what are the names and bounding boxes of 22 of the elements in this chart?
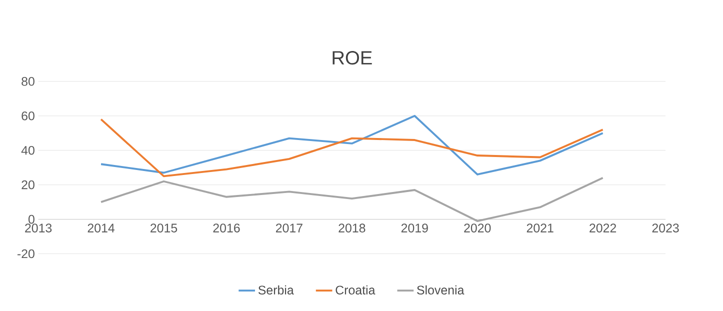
x-tick-label: 2023 [652, 224, 679, 232]
x-tick-label: 2015 [150, 224, 178, 232]
y-tick-label: -20 [17, 249, 34, 258]
y-tick-label: 40 [21, 146, 34, 155]
x-tick-label: 2013 [25, 224, 52, 232]
x-tick-label: 2017 [276, 224, 302, 232]
x-tick-label: 2018 [338, 224, 366, 232]
legend-label: Croatia [336, 285, 376, 294]
y-tick-label: 80 [22, 76, 34, 86]
x-tick-label: 2019 [401, 224, 428, 232]
y-tick-label: 0 [28, 214, 34, 224]
x-tick-label: 2022 [590, 224, 616, 232]
legend-label: Serbia [258, 285, 294, 294]
x-tick-label: 2016 [213, 224, 240, 232]
x-tick-label: 2020 [464, 224, 491, 232]
y-tick-label: 60 [22, 111, 34, 120]
x-tick-label: 2014 [88, 224, 115, 232]
y-tick-label: 20 [22, 180, 34, 190]
chart-title: ROE [332, 50, 372, 64]
legend-label: Slovenia [417, 285, 464, 294]
x-tick-label: 2021 [526, 224, 554, 232]
line-series [100, 176, 604, 222]
